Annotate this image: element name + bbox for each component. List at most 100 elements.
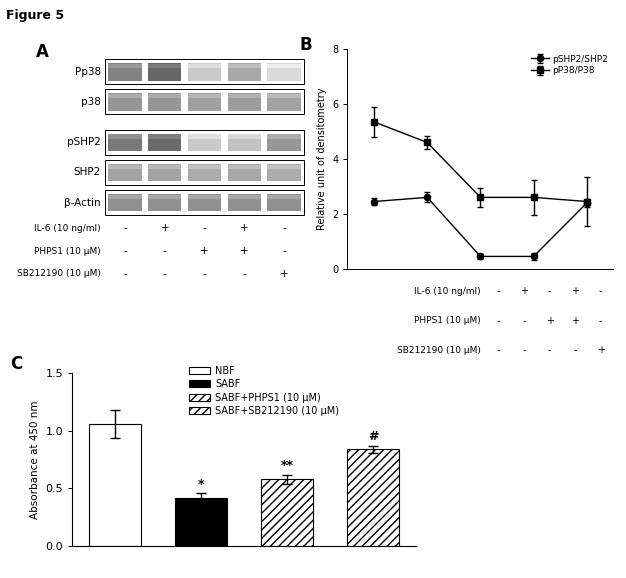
- Bar: [148, 93, 182, 110]
- Bar: [267, 64, 300, 68]
- Text: PHPS1 (10 μM): PHPS1 (10 μM): [34, 247, 101, 255]
- Text: +: +: [520, 286, 528, 297]
- Bar: [188, 195, 221, 199]
- Bar: [188, 134, 221, 151]
- Text: +: +: [200, 246, 209, 256]
- Text: -: -: [497, 346, 500, 355]
- Bar: [105, 190, 304, 215]
- Text: -: -: [522, 346, 526, 355]
- Bar: [267, 94, 300, 98]
- Bar: [108, 64, 141, 68]
- Bar: [228, 194, 261, 212]
- Bar: [267, 134, 300, 151]
- Bar: [175, 498, 227, 546]
- Text: IL-6 (10 ng/ml): IL-6 (10 ng/ml): [414, 287, 481, 296]
- Text: IL-6 (10 ng/ml): IL-6 (10 ng/ml): [34, 224, 101, 233]
- Y-axis label: Absorbance at 450 nm: Absorbance at 450 nm: [30, 400, 40, 519]
- Bar: [108, 134, 141, 151]
- Bar: [188, 64, 221, 68]
- Text: -: -: [497, 316, 500, 326]
- Text: Figure 5: Figure 5: [6, 9, 64, 21]
- Bar: [267, 195, 300, 199]
- Bar: [262, 479, 313, 546]
- Bar: [228, 164, 261, 181]
- Bar: [105, 160, 304, 185]
- Bar: [267, 194, 300, 212]
- Text: pSHP2: pSHP2: [67, 138, 101, 147]
- Bar: [188, 135, 221, 139]
- Text: -: -: [599, 316, 602, 326]
- Legend: NBF, SABF, SABF+PHPS1 (10 μM), SABF+SB212190 (10 μM): NBF, SABF, SABF+PHPS1 (10 μM), SABF+SB21…: [187, 364, 341, 418]
- Bar: [108, 165, 141, 169]
- Bar: [228, 63, 261, 80]
- Bar: [148, 194, 182, 212]
- Text: -: -: [573, 346, 577, 355]
- Text: +: +: [240, 224, 249, 234]
- Bar: [267, 164, 300, 181]
- Text: +: +: [160, 224, 169, 234]
- Text: -: -: [599, 286, 602, 297]
- Text: B: B: [299, 36, 312, 54]
- Bar: [148, 63, 182, 80]
- Bar: [148, 135, 182, 139]
- Bar: [108, 93, 141, 110]
- Text: -: -: [163, 269, 167, 279]
- Text: -: -: [163, 246, 167, 256]
- Bar: [267, 63, 300, 80]
- Text: -: -: [242, 269, 246, 279]
- Text: Pp38: Pp38: [74, 66, 101, 77]
- Text: -: -: [123, 224, 127, 234]
- Text: +: +: [597, 346, 605, 355]
- Bar: [228, 93, 261, 110]
- Text: *: *: [198, 478, 204, 491]
- Text: β-Actin: β-Actin: [64, 198, 101, 208]
- Bar: [188, 194, 221, 212]
- Text: -: -: [548, 346, 552, 355]
- Bar: [108, 63, 141, 80]
- Bar: [105, 130, 304, 155]
- Text: -: -: [522, 316, 526, 326]
- Bar: [188, 63, 221, 80]
- Bar: [148, 165, 182, 169]
- Text: +: +: [571, 286, 579, 297]
- Bar: [228, 94, 261, 98]
- Bar: [108, 164, 141, 181]
- Text: A: A: [36, 43, 49, 61]
- Text: SB212190 (10 μM): SB212190 (10 μM): [17, 269, 101, 278]
- Bar: [347, 449, 399, 546]
- Text: p38: p38: [81, 97, 101, 107]
- Bar: [105, 59, 304, 84]
- Bar: [89, 424, 141, 546]
- Bar: [148, 64, 182, 68]
- Bar: [228, 165, 261, 169]
- Bar: [188, 164, 221, 181]
- Text: SHP2: SHP2: [74, 168, 101, 177]
- Text: -: -: [282, 224, 286, 234]
- Text: **: **: [280, 460, 294, 472]
- Bar: [108, 195, 141, 199]
- Bar: [267, 93, 300, 110]
- Text: #: #: [368, 431, 379, 443]
- Text: +: +: [280, 269, 289, 279]
- Bar: [108, 94, 141, 98]
- Text: -: -: [203, 224, 207, 234]
- Text: -: -: [497, 286, 500, 297]
- Text: +: +: [546, 316, 553, 326]
- Text: -: -: [548, 286, 552, 297]
- Bar: [108, 194, 141, 212]
- Text: +: +: [571, 316, 579, 326]
- Bar: [267, 165, 300, 169]
- Bar: [105, 89, 304, 114]
- Text: +: +: [240, 246, 249, 256]
- Legend: pSHP2/SHP2, pP38/P38: pSHP2/SHP2, pP38/P38: [530, 54, 609, 76]
- Text: -: -: [203, 269, 207, 279]
- Bar: [228, 135, 261, 139]
- Y-axis label: Relative unit of densitometry: Relative unit of densitometry: [317, 88, 327, 230]
- Bar: [228, 134, 261, 151]
- Text: PHPS1 (10 μM): PHPS1 (10 μM): [414, 316, 481, 325]
- Bar: [188, 94, 221, 98]
- Bar: [148, 94, 182, 98]
- Text: SB212190 (10 μM): SB212190 (10 μM): [397, 346, 481, 355]
- Bar: [267, 135, 300, 139]
- Text: -: -: [123, 269, 127, 279]
